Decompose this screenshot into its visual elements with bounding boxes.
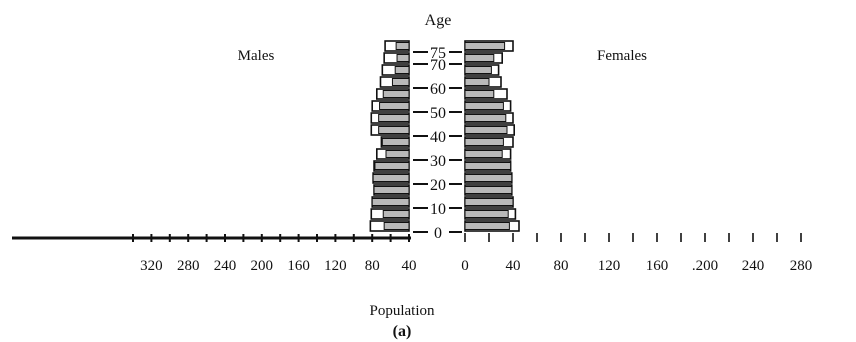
age-tick-label: 40 bbox=[430, 129, 446, 146]
male-bar-shaded-5-9 bbox=[382, 210, 410, 218]
male-tick-label: 280 bbox=[177, 258, 200, 274]
female-bar-shaded-30-34 bbox=[464, 150, 503, 158]
male-bar-shaded-75+ bbox=[395, 42, 410, 50]
male-tick-label: 80 bbox=[365, 258, 380, 274]
male-tick-label: 40 bbox=[402, 258, 417, 274]
female-bar-shaded-10-14 bbox=[464, 198, 514, 206]
female-tick-label: 0 bbox=[461, 258, 469, 274]
male-bar-shaded-25-29 bbox=[374, 162, 410, 170]
axes bbox=[12, 51, 802, 242]
age-tick-label: 0 bbox=[434, 225, 442, 242]
female-bar-shaded-40-44 bbox=[464, 126, 508, 134]
female-bar-shaded-50-54 bbox=[464, 102, 504, 110]
female-bar-shaded-25-29 bbox=[464, 162, 512, 170]
male-bar-shaded-45-49 bbox=[378, 114, 410, 122]
legend-males: Males bbox=[238, 48, 275, 64]
male-bar-shaded-70-74 bbox=[396, 54, 410, 62]
age-tick-label: 75 bbox=[430, 45, 446, 62]
male-bar-shaded-60-64 bbox=[391, 78, 410, 86]
female-bar-shaded-45-49 bbox=[464, 114, 507, 122]
female-bar-shaded-35-39 bbox=[464, 138, 504, 146]
female-bar-shaded-55-59 bbox=[464, 90, 495, 98]
age-tick-label: 20 bbox=[430, 177, 446, 194]
age-tick-label: 70 bbox=[430, 57, 446, 74]
female-tick-label: 280 bbox=[790, 258, 813, 274]
male-tick-label: 200 bbox=[251, 258, 274, 274]
caption: (a) bbox=[393, 323, 412, 340]
age-tick-label: 50 bbox=[430, 105, 446, 122]
female-bar-shaded-5-9 bbox=[464, 210, 509, 218]
female-bars bbox=[464, 40, 520, 232]
male-bar-shaded-15-19 bbox=[373, 186, 410, 194]
male-tick-label: 120 bbox=[324, 258, 347, 274]
male-bar-shaded-30-34 bbox=[385, 150, 410, 158]
female-bar-shaded-75+ bbox=[464, 42, 506, 50]
female-tick-label: 40 bbox=[506, 258, 521, 274]
age-tick-label: 60 bbox=[430, 81, 446, 98]
male-tick-label: 320 bbox=[140, 258, 163, 274]
male-tick-label: 160 bbox=[287, 258, 310, 274]
male-bar-shaded-55-59 bbox=[382, 90, 410, 98]
female-bar-shaded-20-24 bbox=[464, 174, 513, 182]
male-bars bbox=[369, 40, 410, 232]
female-bar-shaded-60-64 bbox=[464, 78, 490, 86]
legend-females: Females bbox=[597, 48, 647, 64]
male-bar-shaded-35-39 bbox=[381, 138, 410, 146]
female-bar-shaded-0-4 bbox=[464, 222, 510, 230]
male-bar-shaded-0-4 bbox=[383, 222, 410, 230]
female-tick-label: 240 bbox=[742, 258, 765, 274]
male-bar-shaded-65-69 bbox=[394, 66, 410, 74]
female-tick-label: .200 bbox=[692, 258, 718, 274]
x-axis-label: Population bbox=[369, 303, 435, 319]
age-tick-label: 30 bbox=[430, 153, 446, 170]
female-bar-shaded-65-69 bbox=[464, 66, 492, 74]
male-bar-shaded-20-24 bbox=[372, 174, 410, 182]
labels: 320 280 240 200 160 120 80 40 0 40 80 120 160.200 240… bbox=[140, 12, 812, 340]
female-tick-label: 120 bbox=[598, 258, 621, 274]
female-bar-shaded-70-74 bbox=[464, 54, 495, 62]
male-bar-shaded-40-44 bbox=[378, 126, 410, 134]
male-bar-shaded-50-54 bbox=[379, 102, 410, 110]
chart-title: Age bbox=[425, 12, 452, 29]
female-bar-shaded-15-19 bbox=[464, 186, 513, 194]
male-tick-label: 240 bbox=[214, 258, 237, 274]
age-tick-label: 10 bbox=[430, 201, 446, 218]
female-tick-label: 80 bbox=[554, 258, 569, 274]
female-tick-label: 160 bbox=[646, 258, 669, 274]
male-bar-shaded-10-14 bbox=[371, 198, 410, 206]
